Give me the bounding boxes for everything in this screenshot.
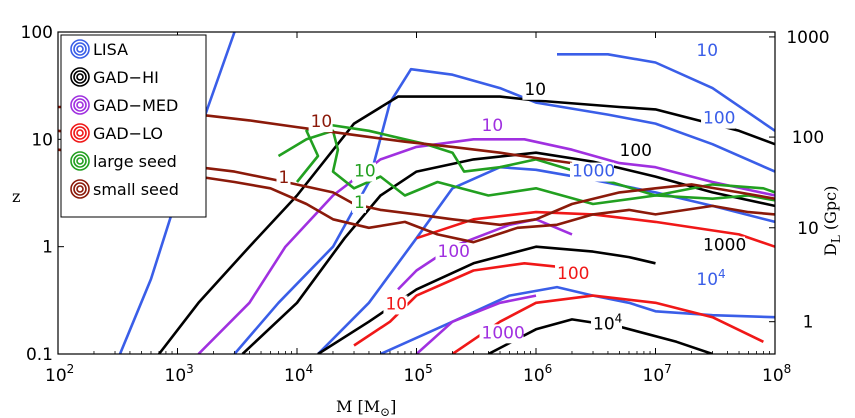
legend-item-2: GAD−MED — [70, 95, 178, 115]
contour-label-bg-7 — [591, 315, 623, 335]
contour-label-bg-12 — [555, 264, 590, 284]
y2-tick-label-1: 10 — [797, 219, 819, 239]
x-tick-label-1: 103 — [165, 362, 194, 386]
contour-label-12: 100 — [557, 264, 589, 284]
legend-item-1: GAD−HI — [70, 67, 159, 87]
contour-label-bg-15 — [308, 113, 333, 133]
y2-tick-label-0: 1 — [803, 313, 814, 333]
contour-line-5 — [157, 95, 775, 354]
contour-label-7: 104 — [593, 311, 622, 334]
y-tick-label-3: 100 — [21, 23, 53, 43]
contour-label-bg-2 — [569, 162, 614, 182]
y2-axis-label: DL (Gpc) — [821, 186, 843, 256]
legend-item-4: large seed — [70, 151, 177, 171]
legend: LISA GAD−HI GAD−MED GAD−LO large seed small s… — [60, 34, 207, 218]
contour-label-bg-14 — [352, 193, 367, 213]
series-layer — [58, 32, 775, 354]
contour-line-7 — [317, 245, 656, 354]
legend-swatch — [73, 126, 87, 140]
contour-label-bg-1 — [701, 109, 736, 129]
legend-swatch — [73, 98, 87, 112]
legend-swatch — [70, 95, 90, 115]
contour-label-bg-16 — [276, 169, 291, 189]
legend-item-5: small seed — [70, 179, 179, 199]
contour-label-bg-9 — [435, 243, 470, 263]
contour-label-6: 1000 — [703, 236, 746, 256]
legend-swatch — [70, 67, 90, 87]
legend-label-2: GAD−MED — [93, 96, 178, 115]
legend-swatch — [70, 39, 90, 59]
legend-label-5: small seed — [93, 180, 179, 199]
y2-tick-label-2: 100 — [792, 128, 824, 148]
y-tick-label-0: 0.1 — [26, 345, 53, 365]
contour-line-1 — [557, 53, 775, 132]
legend-swatch — [76, 129, 84, 137]
legend-swatch — [70, 179, 90, 199]
contour-label-bg-4 — [522, 80, 547, 100]
contour-label-bg-3 — [694, 270, 726, 290]
legend-swatch — [73, 154, 87, 168]
contour-label-14: 1 — [354, 193, 365, 213]
contour-line-6 — [241, 151, 775, 354]
legend-swatch — [73, 70, 87, 84]
x-tick-label-4: 106 — [523, 362, 552, 386]
contour-line-11 — [415, 294, 537, 354]
y-tick-label-1: 1 — [42, 238, 53, 258]
contour-line-15 — [277, 129, 775, 206]
contour-label-bg-5 — [617, 141, 652, 161]
contour-label-0: 10 — [696, 41, 718, 61]
legend-item-3: GAD−LO — [70, 123, 163, 143]
x-tick-label-2: 104 — [284, 362, 313, 386]
legend-label-4: large seed — [93, 152, 177, 171]
contour-label-3: 104 — [696, 267, 725, 290]
contour-label-10: 1000 — [482, 323, 525, 343]
y-axis-label: z — [12, 187, 20, 206]
legend-swatch — [76, 101, 84, 109]
legend-swatch — [73, 182, 87, 196]
x-axis-label: M [M⊙] — [336, 397, 396, 418]
contour-label-bg-8 — [479, 116, 504, 136]
contour-label-5: 100 — [620, 141, 652, 161]
contour-line-3 — [317, 165, 775, 354]
contour-label-2: 1000 — [572, 162, 615, 182]
contour-line-9 — [197, 138, 775, 354]
contour-label-4: 10 — [524, 80, 546, 100]
contour-label-bg-13 — [352, 162, 377, 182]
contour-label-9: 100 — [438, 242, 470, 262]
x-tick-label-3: 105 — [404, 362, 433, 386]
contour-label-11: 10 — [385, 294, 407, 314]
legend-swatch — [76, 157, 84, 165]
contour-label-15: 10 — [311, 112, 333, 132]
x-tick-label-0: 102 — [45, 362, 74, 386]
contour-label-8: 10 — [482, 116, 504, 136]
legend-swatch — [76, 45, 84, 53]
legend-item-0: LISA — [70, 39, 128, 59]
contour-label-bg-10 — [479, 324, 524, 344]
contour-line-13 — [451, 294, 764, 354]
legend-swatch — [70, 151, 90, 171]
x-tick-label-6: 108 — [762, 362, 791, 386]
contour-label-layer: 1010010001041010010001041010010001010010… — [276, 41, 746, 344]
legend-swatch — [73, 42, 87, 56]
x-tick-label-5: 107 — [643, 362, 672, 386]
contour-label-1: 100 — [703, 109, 735, 129]
legend-label-1: GAD−HI — [93, 68, 159, 87]
contour-label-13: 10 — [354, 162, 376, 182]
y2-tick-label-3: 1000 — [786, 28, 829, 48]
legend-swatch — [70, 123, 90, 143]
contour-line-10 — [397, 218, 573, 291]
contour-line-2 — [233, 67, 775, 354]
contour-label-bg-0 — [694, 41, 719, 61]
contour-label-bg-11 — [383, 295, 408, 315]
legend-swatch — [76, 185, 84, 193]
legend-label-0: LISA — [93, 40, 128, 59]
legend-label-3: GAD−LO — [93, 124, 163, 143]
legend-swatch — [76, 73, 84, 81]
contour-label-bg-6 — [701, 236, 746, 256]
y-tick-label-2: 10 — [31, 130, 53, 150]
contour-label-16: 1 — [278, 168, 289, 188]
